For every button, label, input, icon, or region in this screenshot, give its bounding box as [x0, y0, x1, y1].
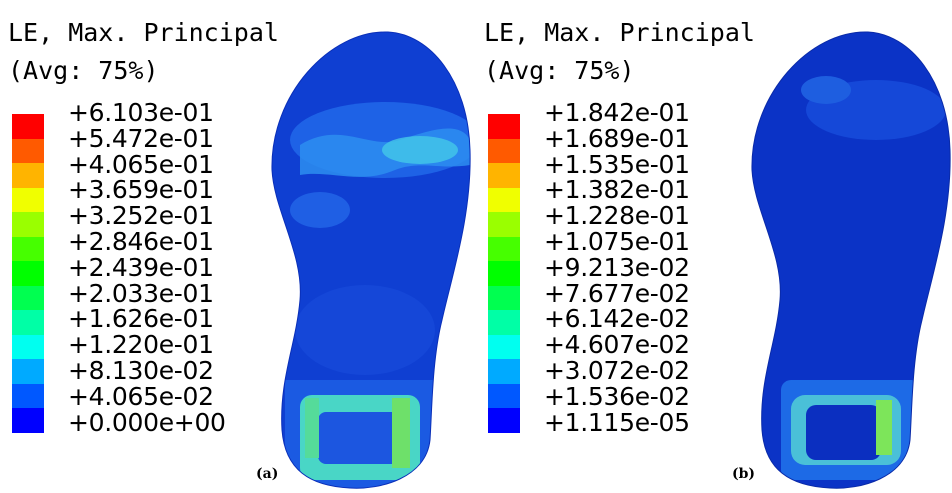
color-swatch	[488, 163, 520, 188]
color-swatch	[12, 114, 44, 139]
color-swatch	[12, 236, 44, 261]
legend-value: +1.535e-01	[544, 149, 690, 179]
legend-value: +2.033e-01	[68, 278, 214, 308]
legend-title: LE, Max. Principal	[484, 18, 755, 47]
legend-value: +2.846e-01	[68, 226, 214, 256]
legend-value: +3.659e-01	[68, 175, 214, 205]
color-swatch	[12, 310, 44, 335]
legend-value: +1.075e-01	[544, 226, 690, 256]
legend-value: +4.607e-02	[544, 330, 690, 360]
legend-value: +8.130e-02	[68, 355, 214, 385]
legend-values: +1.842e-01 +1.689e-01 +1.535e-01 +1.382e-01…	[544, 100, 690, 435]
panel-b: LE, Max. Principal (Avg: 75%) +1.842e-01…	[476, 0, 952, 493]
legend-value: +3.252e-01	[68, 201, 214, 231]
color-scale	[12, 114, 44, 433]
legend-values: +6.103e-01 +5.472e-01 +4.065e-01 +3.659e-01…	[68, 100, 226, 435]
legend-value: +1.228e-01	[544, 201, 690, 231]
legend-value: +7.677e-02	[544, 278, 690, 308]
color-swatch	[12, 138, 44, 163]
legend-value: +9.213e-02	[544, 252, 690, 282]
color-swatch	[488, 212, 520, 237]
legend-value: +1.689e-01	[544, 123, 690, 153]
legend-title: LE, Max. Principal	[8, 18, 279, 47]
insole-contour-plot-a	[271, 31, 471, 489]
legend-subtitle: (Avg: 75%)	[484, 56, 635, 85]
legend-value: +1.382e-01	[544, 175, 690, 205]
panel-a: LE, Max. Principal (Avg: 75%) +6.103e-01…	[8, 18, 471, 489]
color-swatch	[488, 114, 520, 139]
color-swatch	[488, 383, 520, 408]
color-swatch	[488, 359, 520, 384]
color-swatch	[488, 285, 520, 310]
insole-contour-plot-b	[751, 31, 951, 489]
color-swatch	[12, 261, 44, 286]
color-swatch	[12, 383, 44, 408]
color-swatch	[12, 359, 44, 384]
color-swatch	[12, 187, 44, 212]
color-swatch	[12, 163, 44, 188]
panel-label-a: (a)	[256, 466, 279, 482]
legend-value: +1.536e-02	[544, 381, 690, 411]
legend-value: +2.439e-01	[68, 252, 214, 282]
color-swatch	[12, 285, 44, 310]
color-swatch	[488, 310, 520, 335]
legend-value: +1.626e-01	[68, 304, 214, 334]
legend-value: +6.142e-02	[544, 304, 690, 334]
color-scale	[488, 114, 520, 433]
panel-label-b: (b)	[732, 466, 756, 482]
legend-subtitle: (Avg: 75%)	[8, 56, 159, 85]
color-swatch	[12, 334, 44, 359]
color-swatch	[488, 408, 520, 433]
legend-value: +4.065e-01	[68, 149, 214, 179]
legend-value: +1.115e-05	[544, 407, 690, 437]
legend-value: +5.472e-01	[68, 123, 214, 153]
color-swatch	[488, 187, 520, 212]
legend-value: +3.072e-02	[544, 355, 690, 385]
color-swatch	[12, 212, 44, 237]
color-swatch	[488, 334, 520, 359]
legend-value: +1.220e-01	[68, 330, 214, 360]
color-swatch	[488, 138, 520, 163]
legend-value: +0.000e+00	[68, 407, 226, 437]
legend-value: +1.842e-01	[544, 98, 690, 127]
color-swatch	[488, 236, 520, 261]
legend-value: +6.103e-01	[68, 98, 214, 127]
color-swatch	[12, 408, 44, 433]
legend-value: +4.065e-02	[68, 381, 214, 411]
color-swatch	[488, 261, 520, 286]
